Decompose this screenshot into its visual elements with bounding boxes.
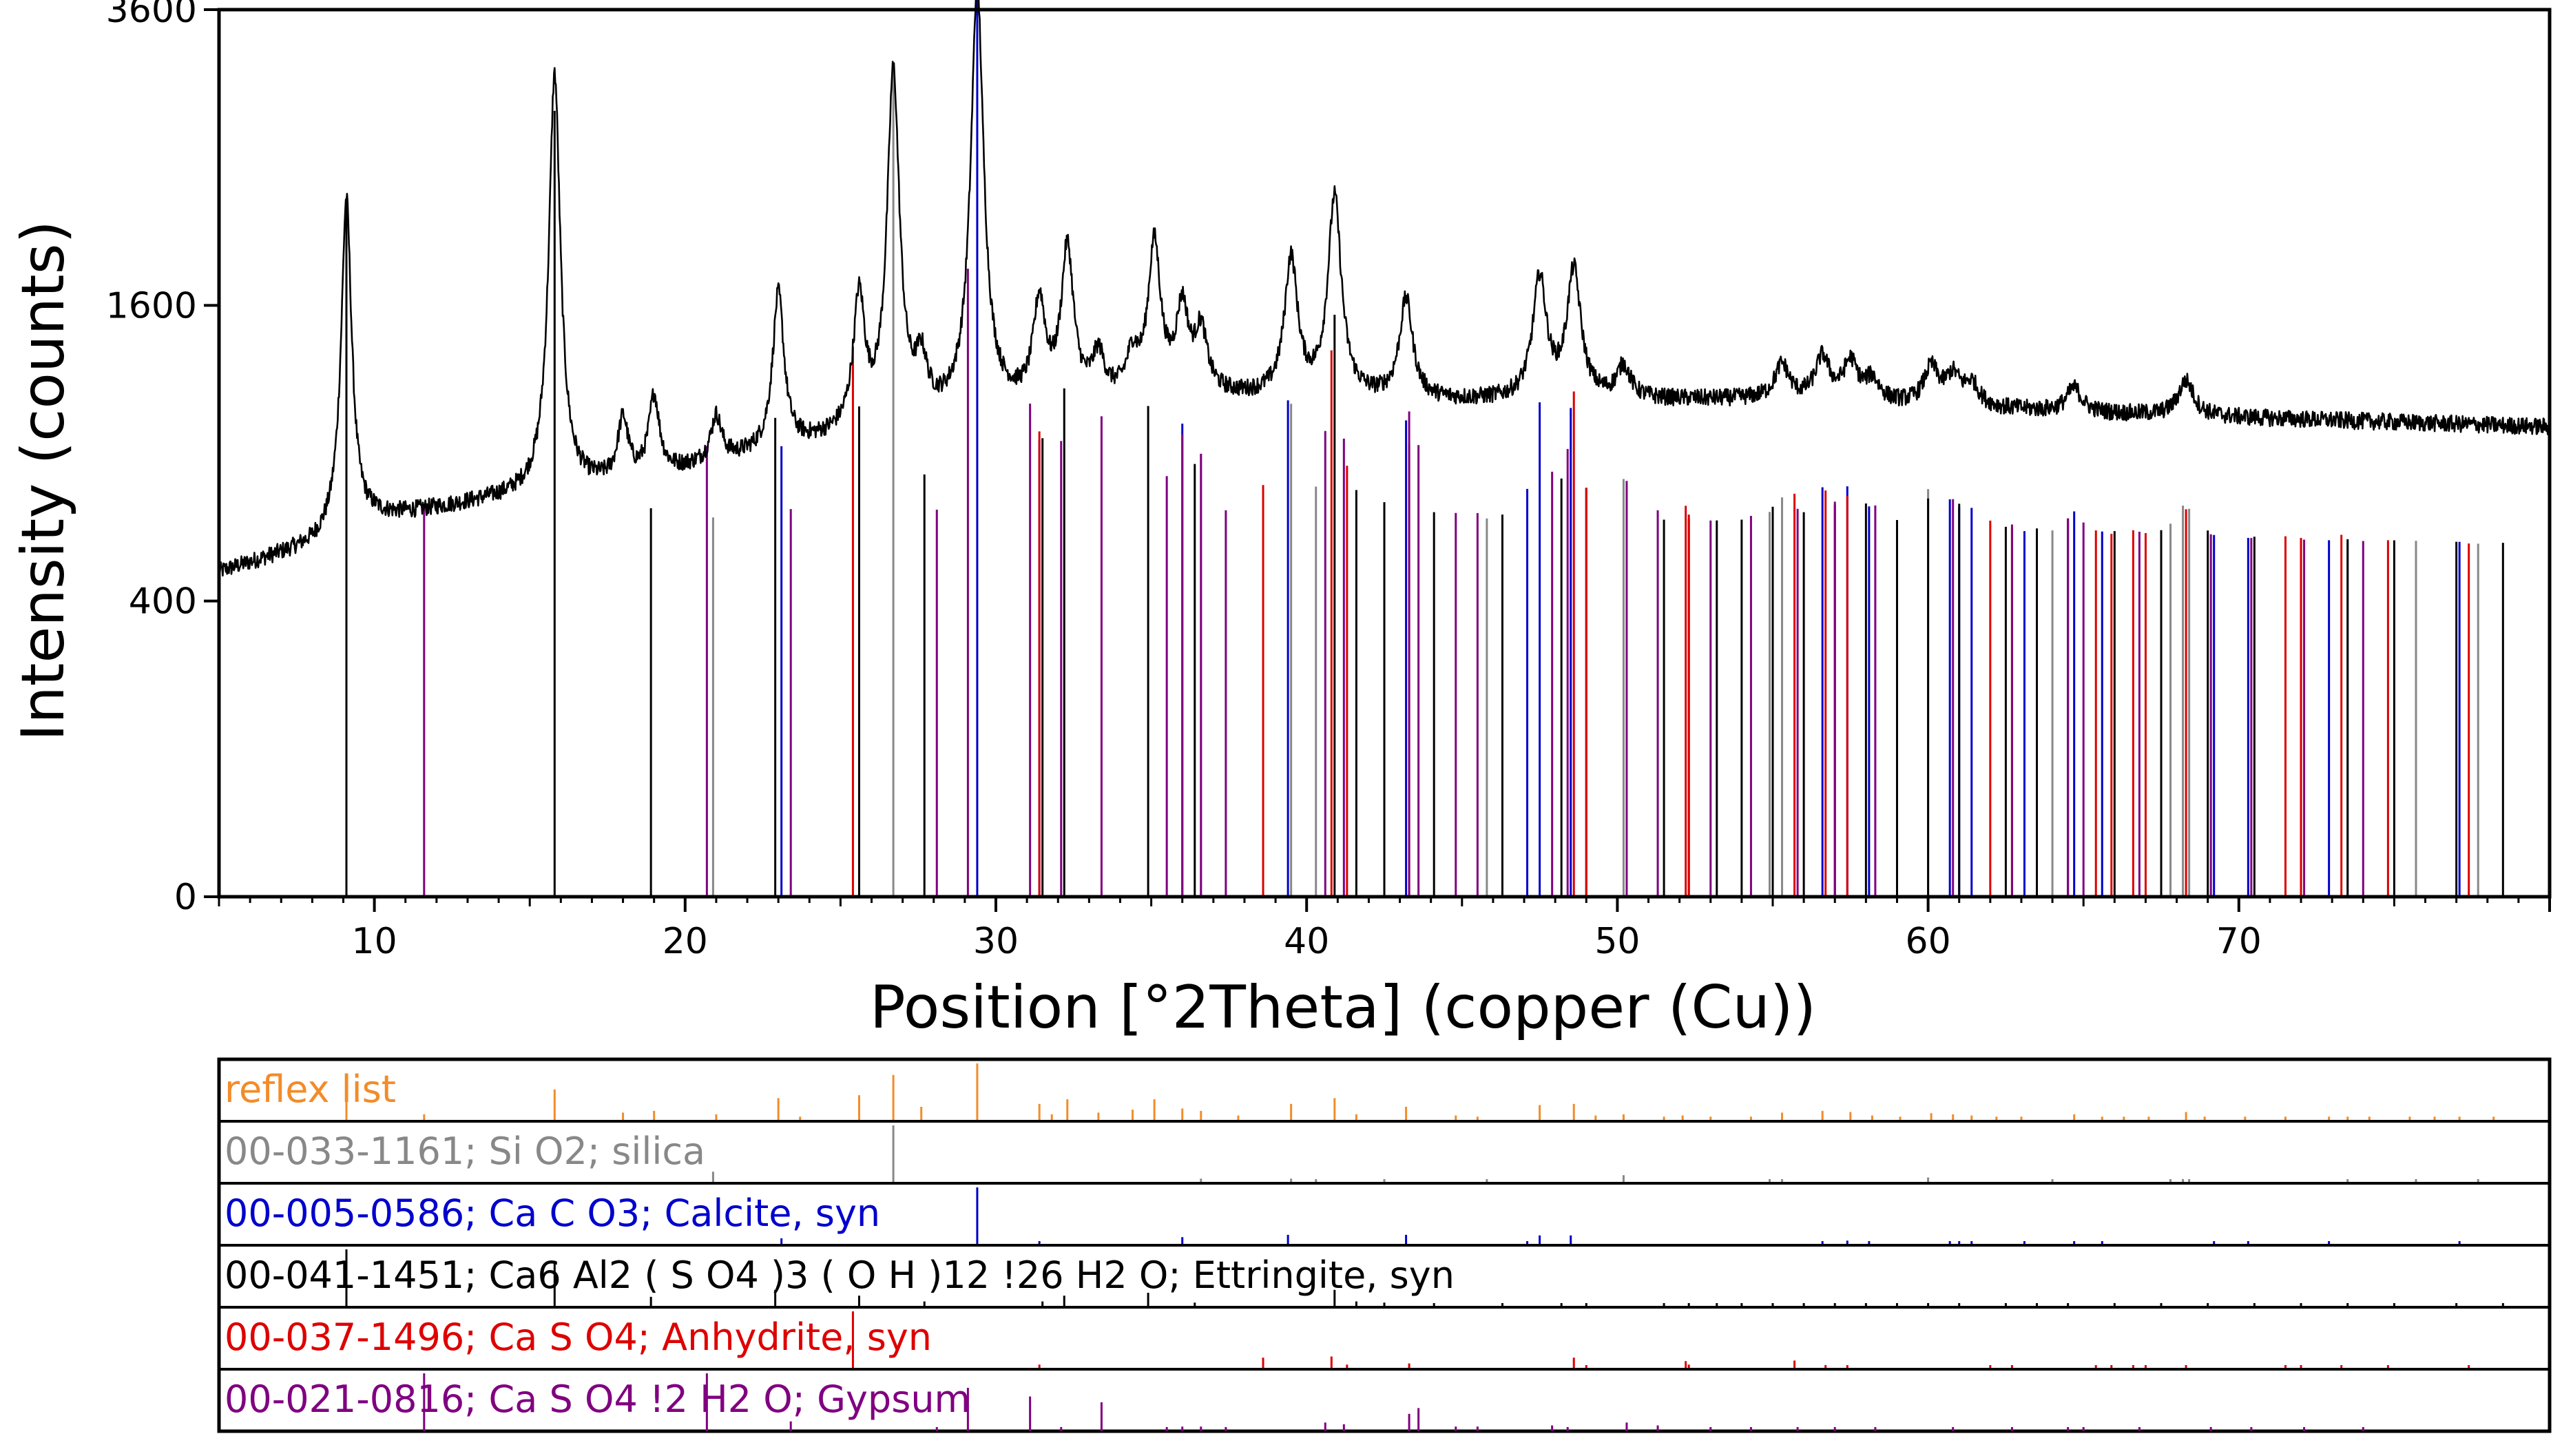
phase-row: reflex list <box>225 1063 2495 1121</box>
x-tick-label: 10 <box>352 921 397 962</box>
x-tick-label: 30 <box>973 921 1019 962</box>
reference-lines <box>345 0 2504 897</box>
phase-label: reflex list <box>225 1068 396 1111</box>
phase-stick-panel: reflex list 00-033-1161; Si O2; silica 00-… <box>217 1057 2552 1433</box>
phase-label: 00-041-1451; Ca6 Al2 ( S O4 )3 ( O H )12… <box>225 1254 1455 1297</box>
y-tick-label: 0 <box>174 877 197 918</box>
plot-frame <box>217 8 2552 899</box>
x-axis-title: Position [°2Theta] (copper (Cu)) <box>870 973 1816 1042</box>
phase-label: 00-033-1161; Si O2; silica <box>225 1130 705 1173</box>
phase-row: 00-033-1161; Si O2; silica <box>219 1120 2550 1183</box>
phase-label: 00-005-0586; Ca C O3; Calcite, syn <box>225 1192 880 1235</box>
phase-row: 00-005-0586; Ca C O3; Calcite, syn <box>219 1182 2550 1245</box>
y-tick-label: 3600 <box>106 0 197 31</box>
measured-pattern-line <box>218 0 2551 577</box>
phase-label: 00-037-1496; Ca S O4; Anhydrite, syn <box>225 1315 932 1359</box>
x-tick-label: 70 <box>2216 921 2262 962</box>
x-tick-label: 60 <box>1906 921 1951 962</box>
phase-row: 00-041-1451; Ca6 Al2 ( S O4 )3 ( O H )12… <box>219 1244 2550 1307</box>
main-plot: 10 20 30 40 50 60 70 0 400 1600 3600 Intensity (c… <box>9 0 2552 1042</box>
y-axis: 0 400 1600 3600 <box>106 0 219 918</box>
x-axis: 10 20 30 40 50 60 70 <box>218 897 2551 962</box>
x-tick-label: 40 <box>1284 921 1329 962</box>
phase-row: 00-021-0816; Ca S O4 !2 H2 O; Gypsum <box>219 1368 2550 1431</box>
y-tick-label: 1600 <box>106 285 197 326</box>
phase-label: 00-021-0816; Ca S O4 !2 H2 O; Gypsum <box>225 1377 970 1421</box>
y-tick-label: 400 <box>129 581 197 623</box>
x-tick-label: 50 <box>1594 921 1640 962</box>
x-tick-label: 20 <box>663 921 708 962</box>
phase-row: 00-037-1496; Ca S O4; Anhydrite, syn <box>219 1306 2550 1369</box>
y-axis-title: Intensity (counts) <box>9 220 78 741</box>
